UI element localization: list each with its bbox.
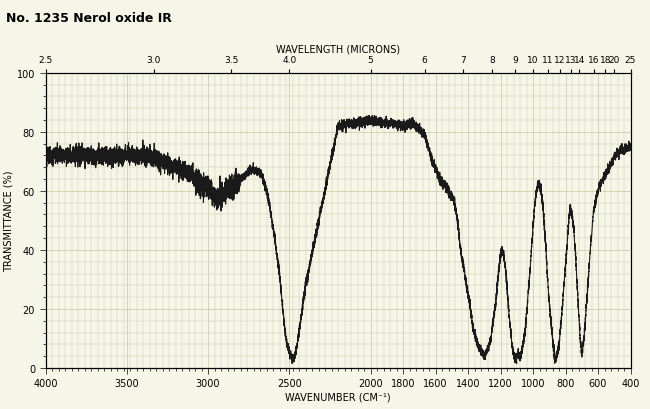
X-axis label: WAVENUMBER (CM⁻¹): WAVENUMBER (CM⁻¹) xyxy=(285,391,391,401)
Text: No. 1235 Nerol oxide IR: No. 1235 Nerol oxide IR xyxy=(6,12,172,25)
Y-axis label: TRANSMITTANCE (%): TRANSMITTANCE (%) xyxy=(4,170,14,272)
X-axis label: WAVELENGTH (MICRONS): WAVELENGTH (MICRONS) xyxy=(276,45,400,55)
